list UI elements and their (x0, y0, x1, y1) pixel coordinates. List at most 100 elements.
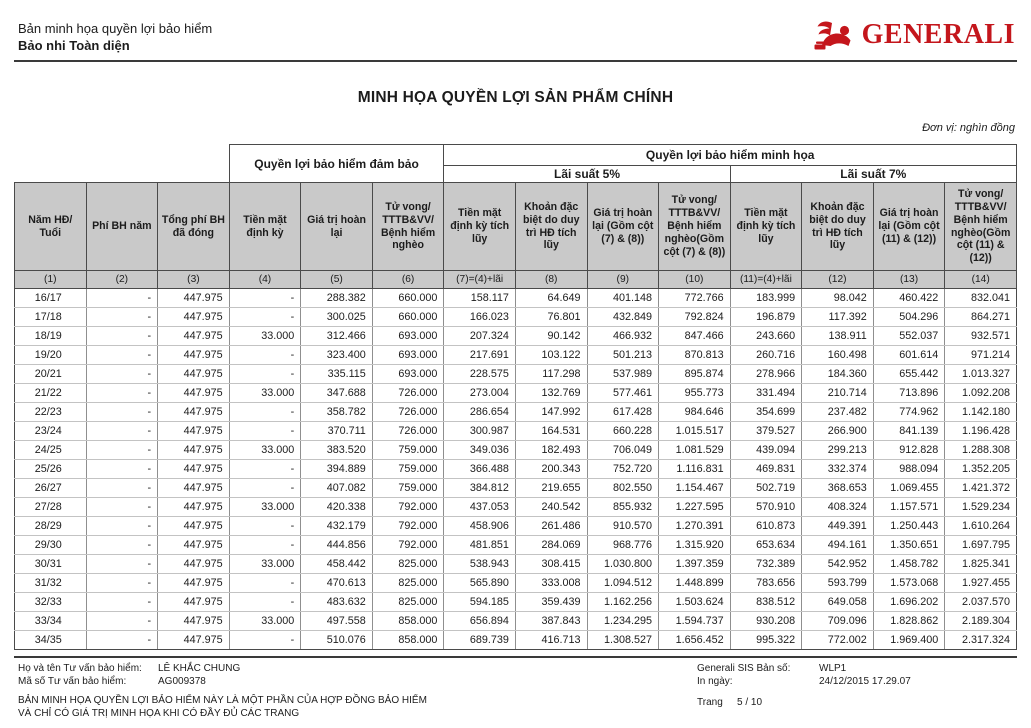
cell-value: 689.739 (443, 630, 516, 650)
cell-value: 995.322 (729, 630, 803, 650)
cell-value: 783.656 (729, 573, 803, 593)
cell-value: 1.288.308 (944, 440, 1017, 460)
cell-value: 308.415 (514, 554, 588, 574)
cell-value: 33.000 (228, 383, 302, 403)
cell-value: 832.041 (944, 288, 1017, 308)
cell-policy-year: 27/28 (14, 497, 87, 517)
cell-value: 1.315.920 (658, 535, 731, 555)
cell-value: 706.049 (586, 440, 660, 460)
cell-value: 1.503.624 (658, 592, 731, 612)
cell-value: 1.610.264 (944, 516, 1017, 536)
product-name: Bảo nhi Toàn diện (18, 38, 130, 53)
cell-value: 772.766 (658, 288, 731, 308)
cell-value: 1.825.341 (944, 554, 1017, 574)
cell-value: - (85, 630, 159, 650)
cell-value: 617.428 (586, 402, 660, 422)
cell-value: 855.932 (586, 497, 660, 517)
cell-policy-year: 34/35 (14, 630, 87, 650)
cell-policy-year: 19/20 (14, 345, 87, 365)
cell-value: 33.000 (228, 497, 302, 517)
cell-value: - (85, 383, 159, 403)
cell-value: - (85, 421, 159, 441)
cell-value: 1.227.595 (658, 497, 731, 517)
cell-value: 1.069.455 (872, 478, 946, 498)
cell-value: 1.308.527 (586, 630, 660, 650)
page-number-label: Trang (697, 697, 723, 708)
table-row: 26/27-447.975-407.082 759.000 384.812 219.6… (14, 478, 1017, 498)
cell-value: 103.122 (514, 345, 588, 365)
footer-left: Họ và tên Tư vấn bảo hiểm: LÊ KHẮC CHUNG… (14, 663, 697, 720)
cell-value: 447.975 (157, 288, 230, 308)
cell-value: 458.442 (300, 554, 373, 574)
cell-value: 1.448.899 (658, 573, 731, 593)
table-row: 16/17-447.975-288.382 660.000 158.117 64.64… (14, 288, 1017, 308)
advisor-name-value: LÊ KHẮC CHUNG (158, 663, 241, 674)
document-titles: Bản minh họa quyền lợi bảo hiểm Bảo nhi … (14, 20, 212, 54)
cell-value: 90.142 (514, 326, 588, 346)
cell-value: 286.654 (443, 402, 516, 422)
cell-policy-year: 28/29 (14, 516, 87, 536)
cell-value: - (228, 630, 302, 650)
cell-value: 1.162.256 (586, 592, 660, 612)
cell-value: 1.270.391 (658, 516, 731, 536)
cell-value: - (85, 592, 159, 612)
cell-value: 447.975 (157, 478, 230, 498)
cell-value: - (85, 497, 159, 517)
cell-value: 1.094.512 (586, 573, 660, 593)
cell-value: 726.000 (371, 402, 445, 422)
cell-value: 347.688 (300, 383, 373, 403)
cell-value: - (85, 611, 159, 631)
cell-value: 184.360 (801, 364, 874, 384)
cell-value: 481.851 (443, 535, 516, 555)
cell-value: 76.801 (514, 307, 588, 327)
cell-value: 510.076 (300, 630, 373, 650)
cell-value: 447.975 (157, 402, 230, 422)
cell-value: 470.613 (300, 573, 373, 593)
cell-policy-year: 24/25 (14, 440, 87, 460)
cell-policy-year: 30/31 (14, 554, 87, 574)
table-row: 24/25-447.975 33.000 383.520 759.000 349.036… (14, 440, 1017, 460)
cell-value: 383.520 (300, 440, 373, 460)
cell-value: 932.571 (944, 326, 1017, 346)
advisor-name-row: Họ và tên Tư vấn bảo hiểm: LÊ KHẮC CHUNG (18, 663, 697, 676)
cell-value: 33.000 (228, 440, 302, 460)
cell-value: - (85, 288, 159, 308)
cell-value: 332.374 (801, 459, 874, 479)
cell-value: - (228, 535, 302, 555)
cell-value: 988.094 (872, 459, 946, 479)
cell-value: 401.148 (586, 288, 660, 308)
cell-value: 408.324 (801, 497, 874, 517)
cell-value: 447.975 (157, 326, 230, 346)
cell-value: 864.271 (944, 307, 1017, 327)
cell-value: 312.466 (300, 326, 373, 346)
cell-policy-year: 33/34 (14, 611, 87, 631)
cell-value: 732.389 (729, 554, 803, 574)
column-header: Tử vong/ TTTB&VV/ Bệnh hiểm nghèo(Gồm cộ… (944, 182, 1017, 271)
table-row: 28/29-447.975-432.179 792.000 458.906 261.4… (14, 516, 1017, 536)
cell-value: 447.975 (157, 573, 230, 593)
cell-value: 266.900 (801, 421, 874, 441)
column-header: Tổng phí BH đã đóng (157, 182, 230, 271)
cell-value: 447.975 (157, 497, 230, 517)
cell-value: 219.655 (514, 478, 588, 498)
cell-value: 407.082 (300, 478, 373, 498)
table-row: 25/26-447.975-394.889 759.000 366.488 200.3… (14, 459, 1017, 479)
cell-value: 335.115 (300, 364, 373, 384)
column-header: Tiền mặt định kỳ (228, 182, 302, 271)
column-number: (13) (872, 270, 946, 289)
cell-value: 273.004 (443, 383, 516, 403)
group-guaranteed-benefits: Quyền lợi bảo hiểm đảm bảo (228, 144, 445, 183)
advisor-code-label: Mã số Tư vấn bảo hiểm: (18, 675, 127, 687)
cell-value: 825.000 (371, 554, 445, 574)
cell-value: - (85, 459, 159, 479)
cell-value: 33.000 (228, 326, 302, 346)
cell-value: 1.397.359 (658, 554, 731, 574)
cell-value: 693.000 (371, 345, 445, 365)
cell-value: 772.002 (801, 630, 874, 650)
cell-value: 333.008 (514, 573, 588, 593)
cell-value: 469.831 (729, 459, 803, 479)
page-header: Bản minh họa quyền lợi bảo hiểm Bảo nhi … (14, 0, 1017, 54)
cell-value: 930.208 (729, 611, 803, 631)
cell-value: 447.975 (157, 630, 230, 650)
cell-value: 501.213 (586, 345, 660, 365)
